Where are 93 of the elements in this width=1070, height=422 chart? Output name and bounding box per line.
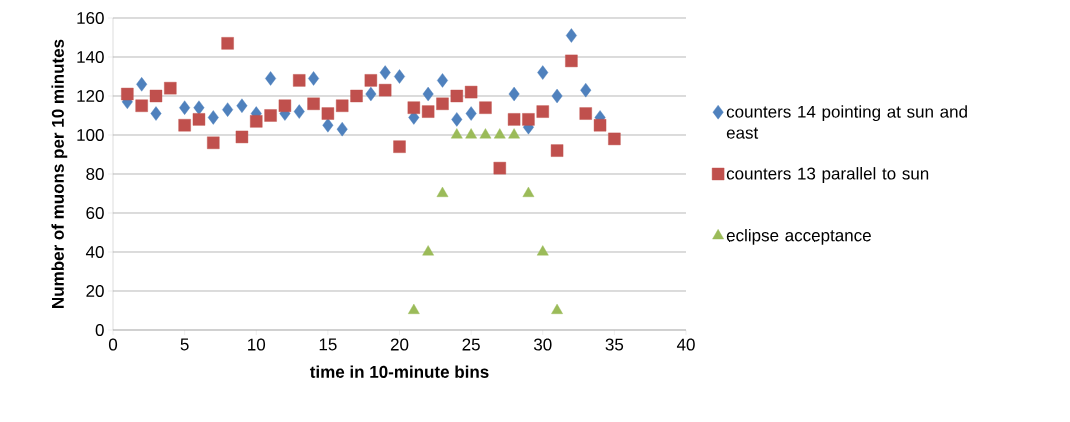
point: [508, 128, 520, 139]
point: [264, 109, 277, 122]
point: [322, 118, 334, 133]
point: [136, 77, 148, 92]
point: [507, 113, 521, 126]
point: [164, 81, 177, 95]
point: [193, 100, 205, 115]
point: [422, 86, 434, 102]
x-tick-label: 30: [533, 338, 552, 351]
point: [565, 28, 577, 43]
y-tick-label: 100: [77, 128, 104, 142]
point: [464, 85, 478, 99]
y-axis-title: Number of muons per 10 minutes: [51, 39, 68, 308]
point: [293, 104, 305, 119]
point: [536, 245, 549, 256]
x-tick-label: 25: [462, 338, 480, 351]
x-tick-label: 40: [676, 338, 695, 351]
point: [336, 99, 349, 112]
point: [608, 132, 621, 146]
legend-label: counters 14 pointing at sun and east: [726, 105, 967, 139]
point: [437, 73, 448, 88]
legend-label: eclipse acceptance: [726, 228, 871, 245]
point: [479, 101, 492, 114]
point: [221, 37, 234, 50]
point: [308, 71, 320, 86]
point: [236, 98, 248, 113]
point: [207, 136, 220, 149]
point: [336, 121, 348, 137]
y-tick-label: 140: [77, 50, 104, 64]
point: [422, 245, 434, 256]
point: [365, 86, 377, 102]
point: [465, 106, 477, 121]
point: [580, 82, 592, 98]
point: [522, 186, 535, 197]
point: [222, 102, 234, 117]
point: [450, 128, 463, 139]
point: [522, 113, 535, 126]
x-tick-label: 15: [319, 338, 337, 351]
point: [394, 69, 405, 84]
point: [321, 107, 335, 120]
point: [393, 140, 406, 153]
point: [178, 119, 191, 132]
point: [179, 100, 191, 115]
point: [378, 83, 392, 97]
point: [550, 144, 564, 157]
y-tick-label: 80: [86, 167, 104, 181]
y-tick-label: 160: [77, 11, 104, 25]
x-tick-label: 0: [108, 338, 118, 351]
point: [121, 87, 134, 101]
point: [408, 303, 420, 314]
point: [293, 74, 306, 87]
point: [436, 186, 449, 197]
point: [307, 97, 320, 110]
x-tick-label: 10: [248, 338, 266, 351]
point: [135, 99, 148, 112]
point: [593, 119, 607, 132]
point: [192, 113, 206, 126]
x-tick-label: 35: [605, 338, 624, 351]
point: [235, 130, 249, 144]
point: [250, 115, 263, 128]
point: [536, 105, 549, 118]
point: [350, 89, 363, 103]
point: [493, 161, 506, 175]
point: [565, 54, 578, 68]
point: [451, 112, 463, 127]
y-tick-label: 20: [86, 284, 104, 298]
point: [436, 97, 449, 110]
point: [551, 303, 563, 314]
x-tick-label: 20: [390, 338, 409, 351]
point: [465, 128, 477, 139]
point: [551, 88, 563, 104]
point: [364, 74, 378, 87]
y-tick-label: 60: [86, 206, 104, 220]
point: [493, 128, 506, 139]
point: [508, 86, 520, 102]
y-tick-label: 40: [85, 245, 104, 259]
point: [407, 101, 421, 114]
legend-label: counters 13 parallel to sun: [726, 167, 929, 183]
point: [579, 107, 592, 120]
point: [450, 89, 464, 103]
point: [278, 99, 292, 112]
point: [479, 128, 492, 139]
y-tick-label: 120: [77, 89, 104, 103]
point: [150, 106, 162, 121]
point: [421, 105, 435, 118]
point: [207, 110, 219, 125]
point: [149, 89, 163, 103]
point: [537, 65, 549, 80]
x-tick-label: 5: [180, 338, 189, 351]
y-tick-label: 0: [95, 323, 104, 337]
x-axis-title: time in 10-minute bins: [309, 365, 489, 378]
point: [265, 71, 277, 86]
point: [379, 65, 391, 80]
